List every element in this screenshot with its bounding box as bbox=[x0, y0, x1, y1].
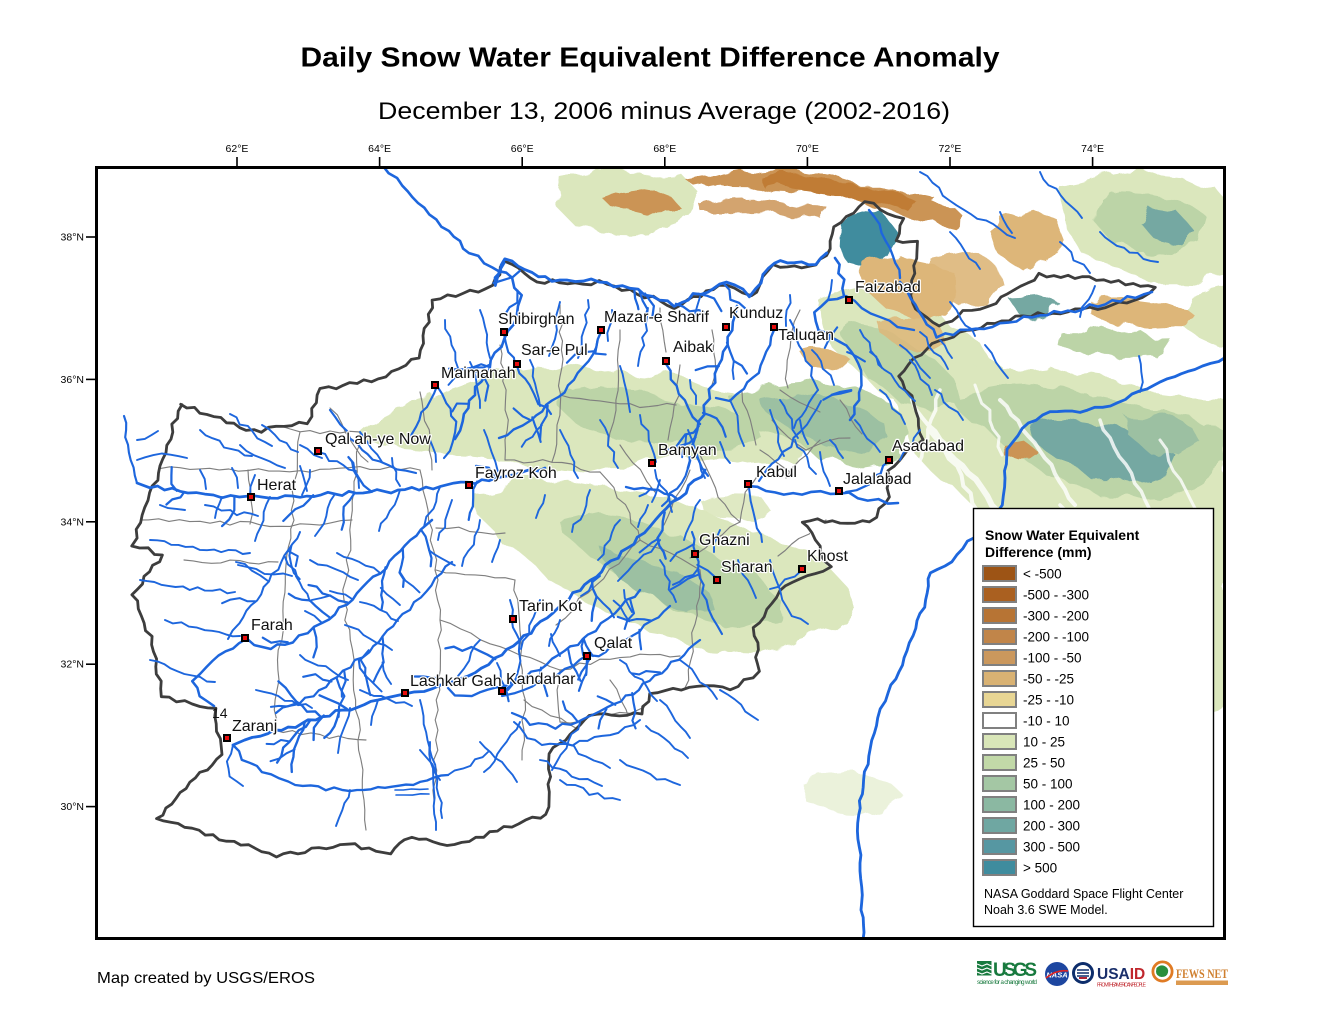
svg-text:-25 - -10: -25 - -10 bbox=[1023, 693, 1074, 708]
svg-text:Map created by USGS/EROS: Map created by USGS/EROS bbox=[97, 970, 315, 987]
svg-text:10 - 25: 10 - 25 bbox=[1023, 735, 1065, 750]
svg-text:Difference (mm): Difference (mm) bbox=[985, 544, 1092, 560]
svg-text:64°E: 64°E bbox=[368, 143, 391, 155]
svg-text:Daily Snow Water Equivalent Di: Daily Snow Water Equivalent Difference A… bbox=[301, 42, 1000, 73]
svg-text:Kabul: Kabul bbox=[756, 464, 797, 481]
svg-text:-50 - -25: -50 - -25 bbox=[1023, 672, 1074, 687]
svg-text:Sharan: Sharan bbox=[721, 559, 773, 576]
svg-text:Jalalabad: Jalalabad bbox=[843, 471, 912, 488]
svg-text:62°E: 62°E bbox=[226, 143, 249, 155]
svg-text:FEWS NET: FEWS NET bbox=[1176, 966, 1228, 981]
svg-text:Maimanah: Maimanah bbox=[441, 365, 516, 382]
svg-text:> 500: > 500 bbox=[1023, 861, 1057, 876]
svg-text:-10 - 10: -10 - 10 bbox=[1023, 714, 1070, 729]
svg-text:Ghazni: Ghazni bbox=[699, 532, 750, 549]
svg-text:-200 - -100: -200 - -100 bbox=[1023, 630, 1089, 645]
svg-text:Bamyan: Bamyan bbox=[658, 442, 717, 459]
svg-text:NASA: NASA bbox=[1046, 971, 1067, 980]
svg-text:Aibak: Aibak bbox=[673, 339, 714, 356]
svg-text:-300 - -200: -300 - -200 bbox=[1023, 609, 1089, 624]
svg-text:32°N: 32°N bbox=[61, 659, 84, 671]
svg-text:USGS: USGS bbox=[993, 960, 1037, 981]
svg-text:Herat: Herat bbox=[257, 477, 297, 494]
svg-text:38°N: 38°N bbox=[61, 232, 84, 244]
svg-text:Taluqan: Taluqan bbox=[778, 327, 834, 344]
svg-text:Sar-e Pul: Sar-e Pul bbox=[521, 342, 588, 359]
svg-text:FROM THE AMERICAN PEOPLE: FROM THE AMERICAN PEOPLE bbox=[1097, 983, 1147, 989]
svg-text:< -500: < -500 bbox=[1023, 567, 1062, 582]
svg-text:100 - 200: 100 - 200 bbox=[1023, 798, 1080, 813]
svg-text:Tarin Kot: Tarin Kot bbox=[519, 598, 583, 615]
svg-text:Farah: Farah bbox=[251, 617, 293, 634]
svg-text:200 - 300: 200 - 300 bbox=[1023, 819, 1080, 834]
svg-text:-500 - -300: -500 - -300 bbox=[1023, 588, 1089, 603]
svg-text:36°N: 36°N bbox=[61, 374, 84, 386]
svg-text:Shibirghan: Shibirghan bbox=[498, 311, 575, 328]
svg-text:Mazar-e Sharif: Mazar-e Sharif bbox=[604, 309, 709, 326]
svg-text:science for a changing world: science for a changing world bbox=[977, 979, 1038, 986]
svg-text:Fayroz Koh: Fayroz Koh bbox=[475, 465, 557, 482]
svg-text:Zaranj: Zaranj bbox=[232, 718, 277, 735]
svg-text:30°N: 30°N bbox=[61, 801, 84, 813]
svg-text:25 - 50: 25 - 50 bbox=[1023, 756, 1065, 771]
svg-text:Kunduz: Kunduz bbox=[729, 305, 783, 322]
svg-text:NASA Goddard Space Flight Cent: NASA Goddard Space Flight Center bbox=[984, 887, 1183, 901]
svg-text:68°E: 68°E bbox=[653, 143, 676, 155]
svg-text:74°E: 74°E bbox=[1081, 143, 1104, 155]
svg-text:Lashkar Gah: Lashkar Gah bbox=[410, 673, 502, 690]
svg-text:70°E: 70°E bbox=[796, 143, 819, 155]
svg-text:Kandahar: Kandahar bbox=[506, 671, 576, 688]
svg-text:Noah 3.6 SWE Model.: Noah 3.6 SWE Model. bbox=[984, 903, 1108, 917]
svg-text:50 - 100: 50 - 100 bbox=[1023, 777, 1073, 792]
svg-text:Khost: Khost bbox=[807, 548, 848, 565]
svg-text:14: 14 bbox=[212, 705, 228, 721]
svg-text:66°E: 66°E bbox=[511, 143, 534, 155]
svg-text:Qal ah-ye Now: Qal ah-ye Now bbox=[325, 431, 431, 448]
svg-text:Snow Water Equivalent: Snow Water Equivalent bbox=[985, 527, 1140, 543]
svg-text:-100 - -50: -100 - -50 bbox=[1023, 651, 1082, 666]
svg-text:Asadabad: Asadabad bbox=[892, 438, 964, 455]
svg-text:72°E: 72°E bbox=[939, 143, 962, 155]
svg-text:34°N: 34°N bbox=[61, 516, 84, 528]
svg-text:300 - 500: 300 - 500 bbox=[1023, 840, 1080, 855]
svg-text:USAID: USAID bbox=[1097, 966, 1145, 983]
svg-text:December 13, 2006 minus Averag: December 13, 2006 minus Average (2002-20… bbox=[378, 98, 950, 125]
svg-text:Faizabad: Faizabad bbox=[855, 279, 921, 296]
svg-text:Qalat: Qalat bbox=[594, 635, 633, 652]
